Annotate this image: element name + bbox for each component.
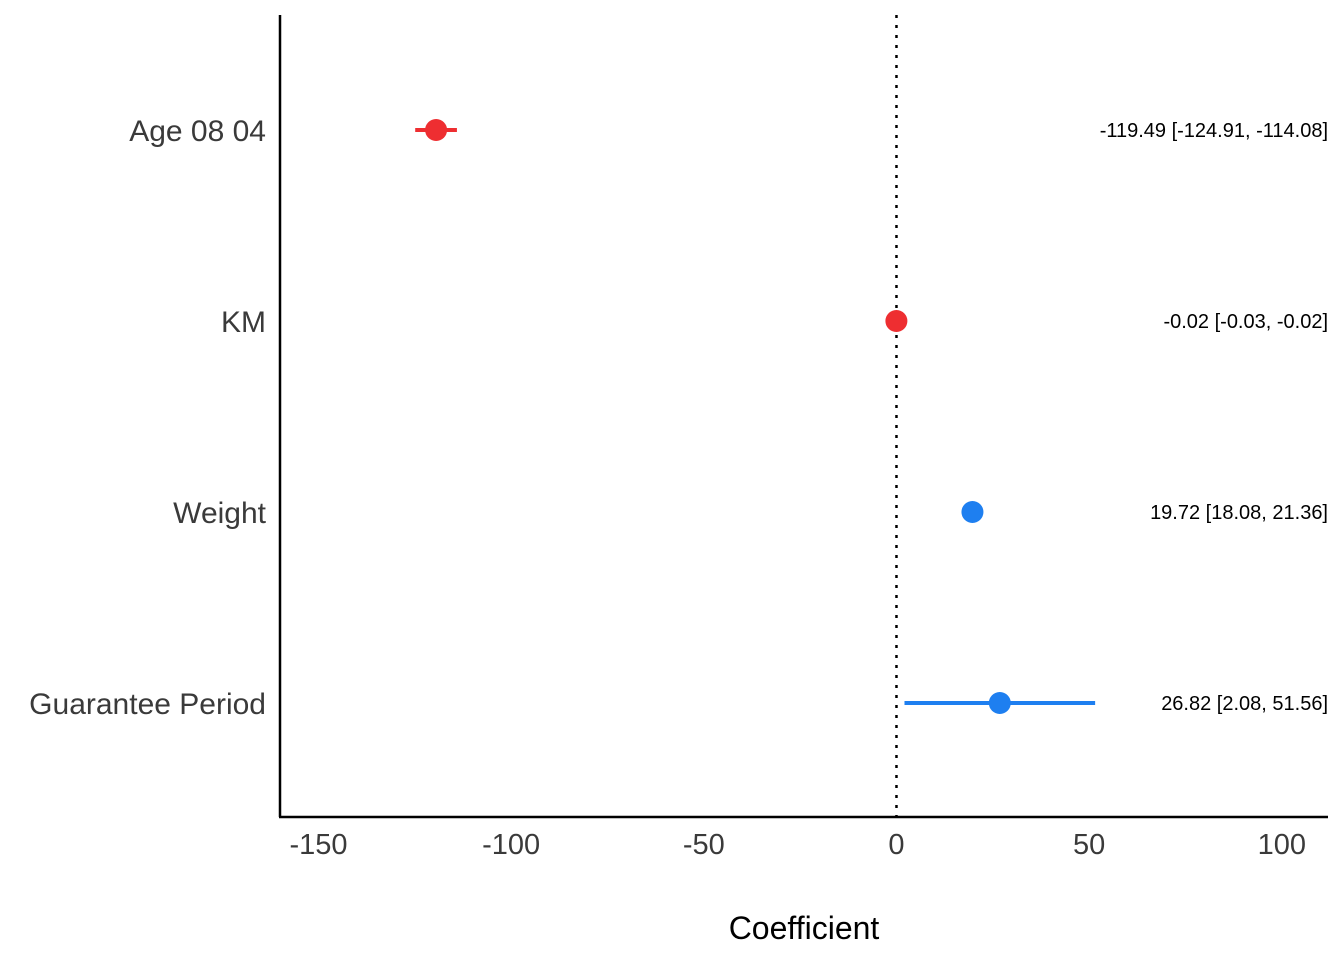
- estimate-value-label: -119.49 [-124.91, -114.08]: [1100, 120, 1328, 142]
- x-tick-label: 50: [1073, 829, 1105, 861]
- category-label: KM: [221, 306, 266, 339]
- x-tick-label: -50: [683, 829, 725, 861]
- category-label: Age 08 04: [129, 115, 266, 148]
- estimate-value-label: 19.72 [18.08, 21.36]: [1150, 502, 1328, 524]
- x-axis-title: Coefficient: [729, 910, 880, 946]
- x-tick-label: -150: [290, 829, 348, 861]
- estimate-value-label: 26.82 [2.08, 51.56]: [1161, 693, 1328, 715]
- estimate-point: [961, 501, 984, 523]
- category-label: Guarantee Period: [29, 688, 266, 721]
- estimate-point: [885, 310, 908, 332]
- x-tick-label: 100: [1258, 829, 1306, 861]
- estimate-point: [425, 119, 448, 141]
- x-tick-label: -100: [482, 829, 540, 861]
- estimate-point: [988, 692, 1011, 714]
- estimate-value-label: -0.02 [-0.03, -0.02]: [1163, 311, 1328, 333]
- x-tick-label: 0: [888, 829, 904, 861]
- category-label: Weight: [173, 497, 266, 530]
- plot-marks: -150 -100 -50 0 50 100 Age 08 04 -119.49 [-124.…: [29, 115, 1328, 861]
